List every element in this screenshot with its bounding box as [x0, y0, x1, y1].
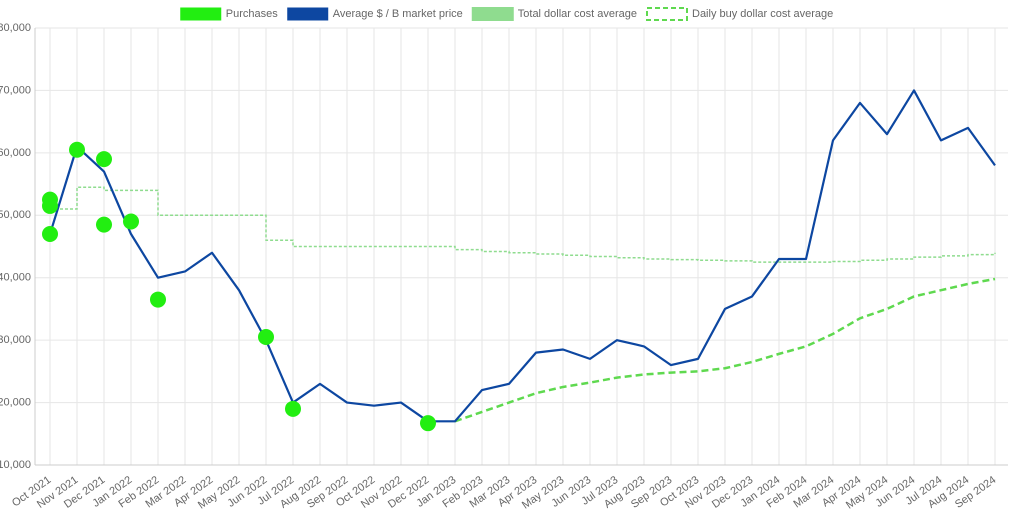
purchase-point [69, 141, 85, 158]
purchase-point [123, 213, 139, 230]
y-tick-label: 80,000 [0, 22, 31, 34]
purchase-point [96, 151, 112, 168]
purchase-point [42, 197, 58, 214]
series-line [454, 277, 996, 423]
y-tick-label: 40,000 [0, 272, 31, 284]
y-tick-label: 50,000 [0, 209, 31, 221]
legend-swatch [646, 7, 688, 21]
legend-swatch [180, 7, 222, 21]
legend-label: Average $ / B market price [333, 8, 463, 20]
y-tick-label: 70,000 [0, 84, 31, 96]
legend: Purchases Average $ / B market price Total… [180, 7, 833, 21]
y-tick-label: 60,000 [0, 147, 31, 159]
purchase-point [96, 216, 112, 233]
purchase-point [258, 329, 274, 346]
purchase-point [285, 400, 301, 417]
legend-swatch [287, 7, 329, 21]
purchase-point [150, 291, 166, 308]
legend-swatch [471, 7, 514, 21]
y-tick-label: 20,000 [0, 396, 31, 408]
purchase-point [420, 415, 436, 432]
legend-label: Daily buy dollar cost average [692, 8, 833, 20]
series-step-line [50, 186, 996, 263]
legend-label: Purchases [226, 8, 278, 20]
series-line [48, 89, 996, 423]
legend-label: Total dollar cost average [518, 8, 637, 20]
y-tick-label: 30,000 [0, 334, 31, 346]
purchase-point [42, 226, 58, 243]
y-tick-label: 10,000 [0, 459, 31, 471]
